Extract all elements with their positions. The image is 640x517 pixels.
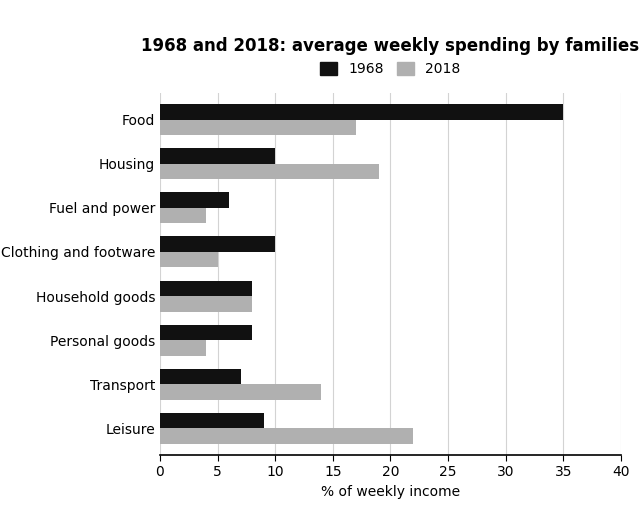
Bar <box>160 236 275 252</box>
Bar <box>160 369 241 384</box>
Bar <box>160 148 275 164</box>
Bar <box>160 340 206 356</box>
Legend: 1968, 2018: 1968, 2018 <box>315 56 466 82</box>
Bar <box>160 104 563 119</box>
Bar <box>160 325 252 340</box>
Bar <box>160 119 356 135</box>
Bar <box>160 281 252 296</box>
Bar <box>160 413 264 429</box>
Bar <box>160 164 379 179</box>
Bar <box>160 384 321 400</box>
Title: 1968 and 2018: average weekly spending by families: 1968 and 2018: average weekly spending b… <box>141 37 639 55</box>
Bar <box>160 429 413 444</box>
X-axis label: % of weekly income: % of weekly income <box>321 485 460 499</box>
Bar <box>160 296 252 312</box>
Bar <box>160 192 229 208</box>
Bar <box>160 208 206 223</box>
Bar <box>160 252 218 267</box>
